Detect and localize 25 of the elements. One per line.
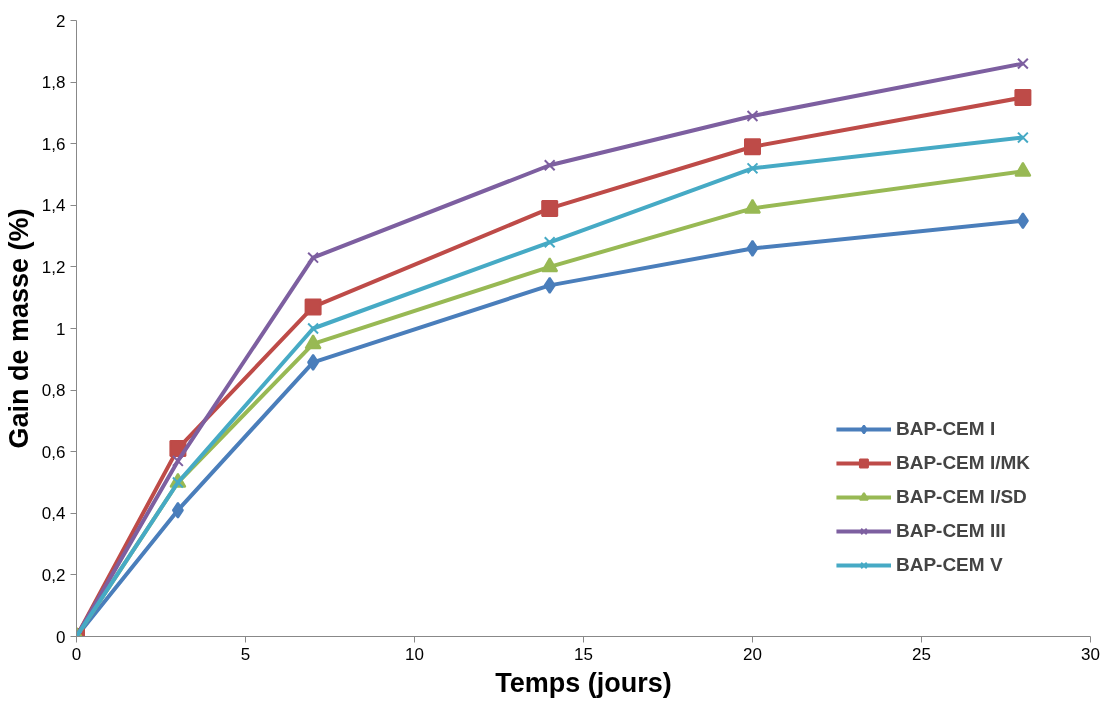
y-tick-label: 2: [56, 11, 66, 31]
legend-label: BAP-CEM I/SD: [895, 486, 1027, 508]
x-axis-title: Temps (jours): [495, 667, 672, 698]
y-axis-title: Gain de masse (%): [3, 208, 34, 449]
x-tick-label: 5: [240, 644, 251, 664]
x-tick-label: 15: [574, 644, 593, 664]
y-tick-label: 1,4: [41, 196, 66, 216]
y-tick-label: 0,2: [41, 565, 66, 585]
y-tick-label: 1,8: [41, 73, 66, 93]
y-tick-label: 1: [56, 319, 66, 339]
legend-label: BAP-CEM V: [895, 554, 1003, 576]
legend-label: BAP-CEM I/MK: [895, 452, 1030, 474]
y-tick-label: 0: [56, 627, 66, 647]
legend-label: BAP-CEM III: [895, 520, 1006, 542]
x-tick-label: 20: [743, 644, 762, 664]
x-tick-label: 25: [912, 644, 931, 664]
x-tick-label: 0: [71, 644, 82, 664]
x-tick-label: 30: [1081, 644, 1100, 664]
y-tick-label: 0,6: [41, 442, 66, 462]
y-tick-label: 1,6: [41, 134, 66, 154]
y-tick-label: 1,2: [41, 257, 66, 277]
y-tick-label: 0,8: [41, 381, 66, 401]
x-tick-label: 10: [405, 644, 424, 664]
legend-label: BAP-CEM I: [895, 418, 996, 440]
y-tick-label: 0,4: [41, 504, 66, 524]
